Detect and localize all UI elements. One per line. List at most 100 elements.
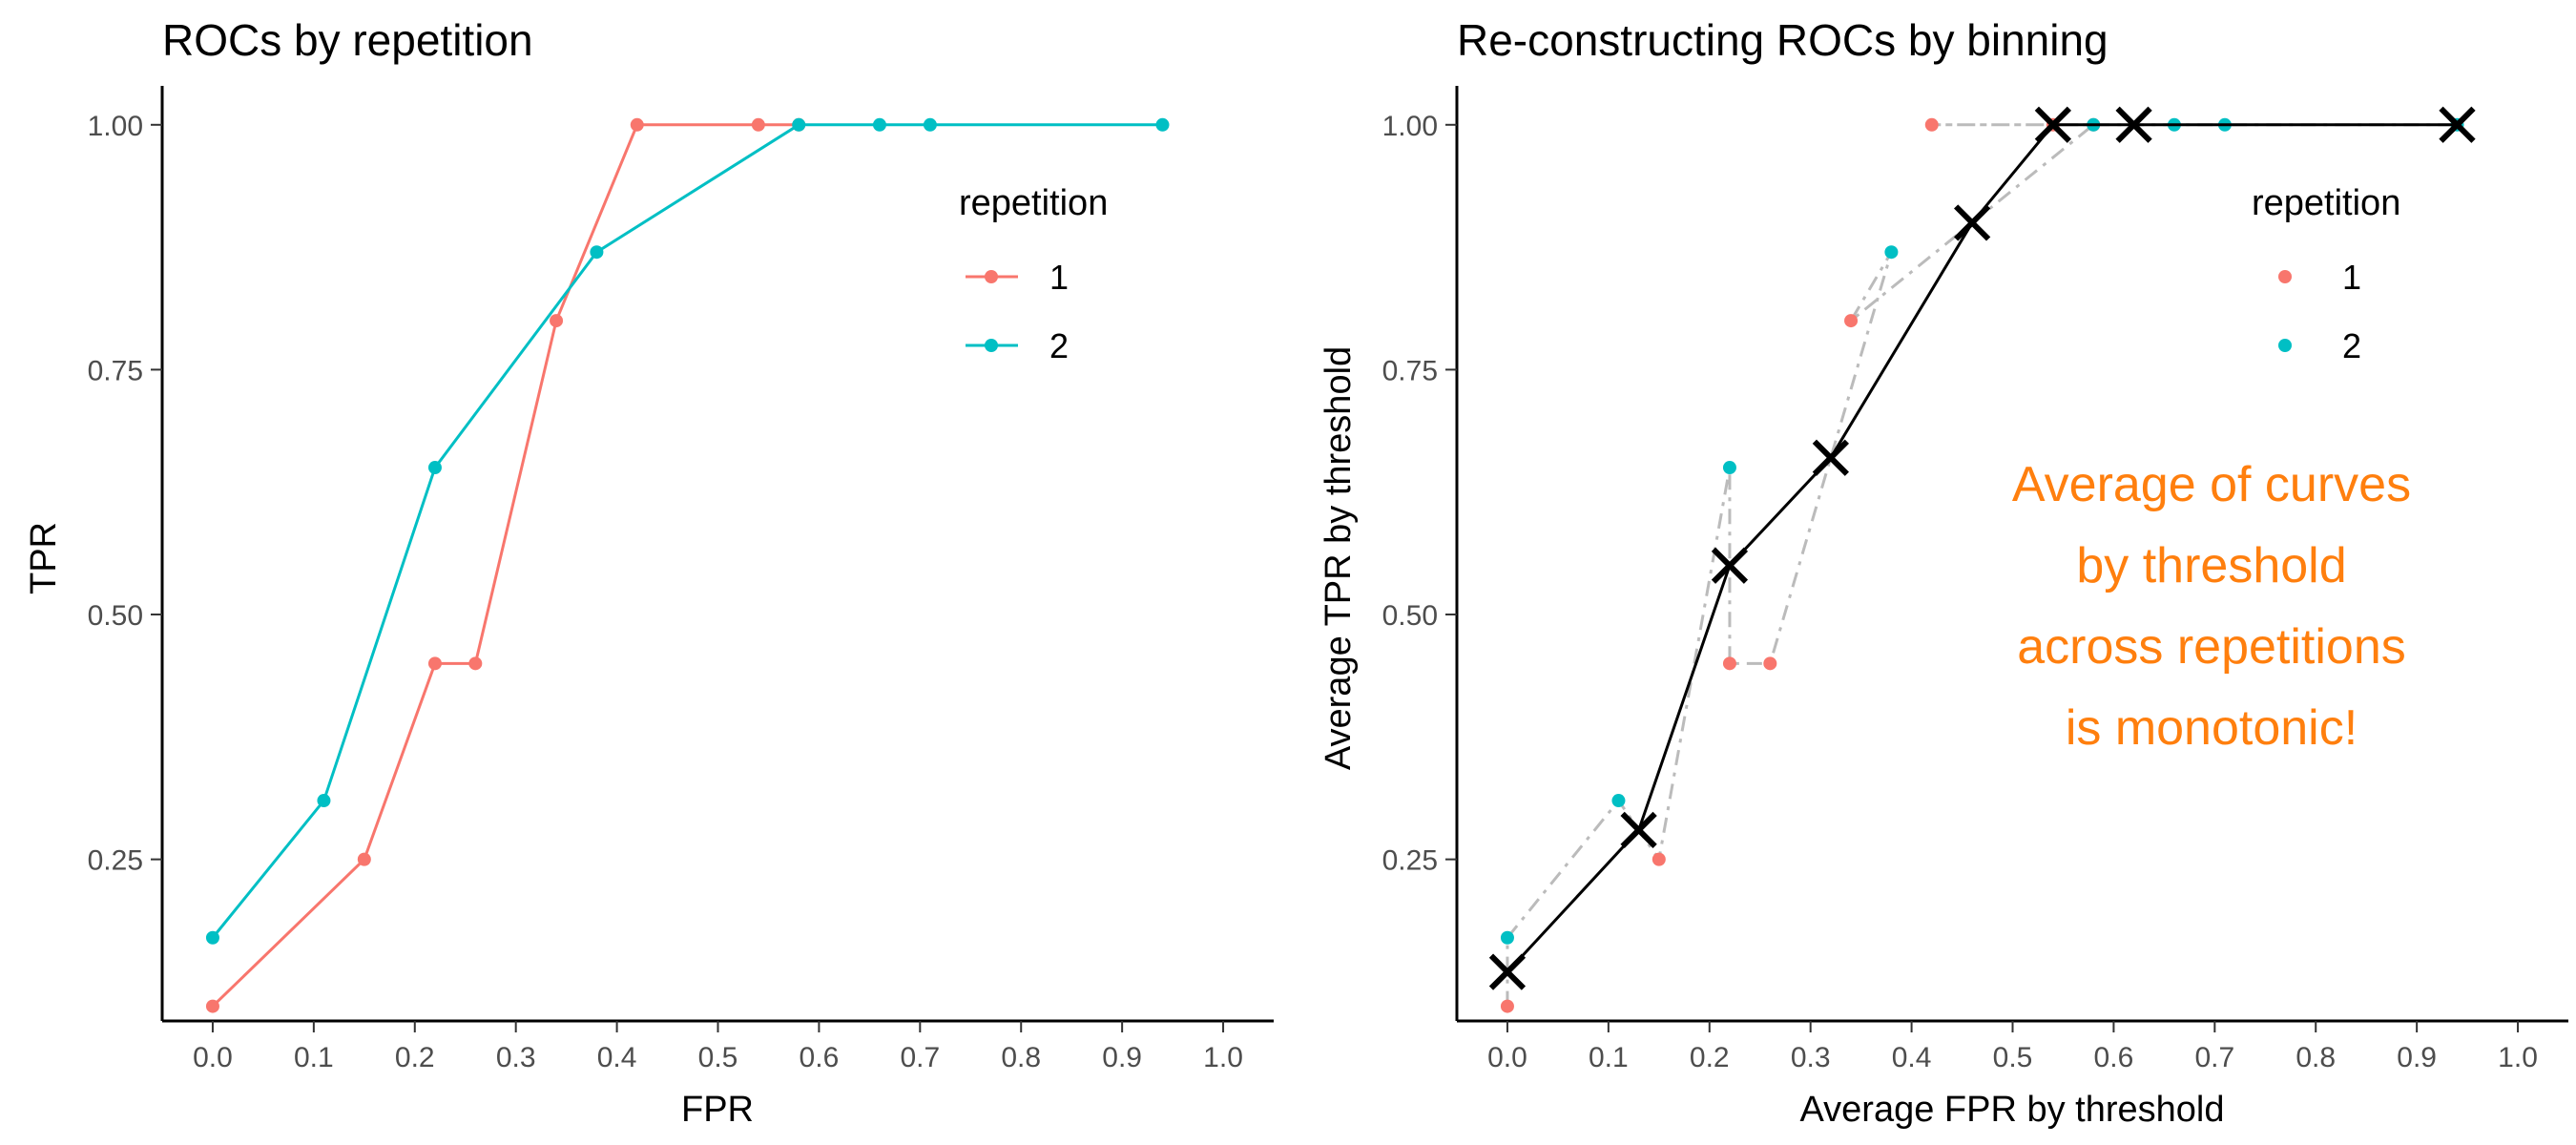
panel-right: Re-constructing ROCs by binning 0.0 0.1 0.…	[1319, 15, 2568, 1130]
x-tick-label-right-6: 0.6	[2094, 1042, 2134, 1073]
average-cross-marker-5	[2034, 106, 2071, 143]
legend-point-series-2-right	[2278, 339, 2292, 352]
average-cross-stroke-b-3	[1812, 439, 1849, 476]
legend-title-left: repetition	[959, 183, 1108, 223]
x-tick-label-left-3: 0.3	[496, 1042, 536, 1073]
series-2-point-0-right	[1500, 930, 1514, 945]
x-tick-label-right-5: 0.5	[1993, 1042, 2033, 1073]
series-1-point-0-right	[1500, 999, 1514, 1013]
average-cross-marker-4	[1954, 204, 1991, 241]
panel-left: ROCs by repetition 0.0 0.1 0.2 0.3 0.4 0.5 0.6…	[24, 15, 1274, 1130]
y-tick-label-right-2: 0.75	[1382, 355, 1438, 386]
x-tick-label-right-0: 0.0	[1487, 1042, 1527, 1073]
legend-label-series-2-right: 2	[2342, 326, 2361, 365]
x-tick-label-left-2: 0.2	[395, 1042, 435, 1073]
x-tick-label-left-8: 0.8	[1001, 1042, 1041, 1073]
x-tick-label-left-0: 0.0	[193, 1042, 233, 1073]
legend-point-series-1-left	[985, 270, 998, 283]
y-tick-label-left-0: 0.25	[88, 845, 143, 877]
series-1-point-4-right	[1844, 314, 1859, 328]
legend-label-series-1-left: 1	[1049, 258, 1069, 297]
x-tick-label-right-1: 0.1	[1589, 1042, 1629, 1073]
chart-title-left: ROCs by repetition	[162, 15, 533, 65]
average-cross-marker-2	[1711, 547, 1749, 584]
series-2-point-5-left	[872, 117, 886, 132]
average-cross-stroke-b-0	[1488, 953, 1527, 990]
x-tick-label-right-10: 1.0	[2498, 1042, 2538, 1073]
series-1-point-1-left	[357, 852, 371, 866]
average-cross-marker-6	[2115, 106, 2152, 143]
average-cross-stroke-b-1	[1620, 811, 1657, 848]
series-1-point-2-right	[1722, 656, 1736, 671]
series-2-point-3-right	[1884, 245, 1899, 260]
series-2-point-2-left	[427, 461, 442, 475]
series-1-point-5-right	[1924, 117, 1939, 132]
series-2-point-1-left	[317, 794, 331, 808]
y-tick-label-right-3: 1.00	[1382, 111, 1438, 142]
x-tick-label-right-2: 0.2	[1690, 1042, 1730, 1073]
annotation-line-1: Average of curves	[2012, 457, 2411, 512]
series-1-point-2-left	[427, 656, 442, 671]
y-tick-label-left-2: 0.75	[88, 355, 143, 386]
x-tick-label-right-7: 0.7	[2194, 1042, 2234, 1073]
average-cross-stroke-b-4	[1954, 204, 1991, 241]
x-tick-label-left-7: 0.7	[900, 1042, 940, 1073]
average-cross-marker-1	[1620, 811, 1657, 848]
x-axis-label-right: Average FPR by threshold	[1800, 1090, 2225, 1130]
average-cross-stroke-b-6	[2115, 106, 2152, 143]
series-1-point-6-left	[751, 117, 765, 132]
x-tick-label-right-9: 0.9	[2397, 1042, 2437, 1073]
x-tick-label-left-6: 0.6	[800, 1042, 840, 1073]
series-1-point-5-left	[630, 117, 644, 132]
plot-area-right: 0.0 0.1 0.2 0.3 0.4 0.5 0.6 0.7 0.8 0.9 1.0 0.25 0.5…	[1382, 86, 2568, 1073]
x-tick-label-left-4: 0.4	[597, 1042, 637, 1073]
average-cross-stroke-b-2	[1711, 547, 1749, 584]
y-tick-label-right-0: 0.25	[1382, 845, 1438, 877]
series-1-point-3-left	[468, 656, 483, 671]
chart-title-right: Re-constructing ROCs by binning	[1457, 15, 2109, 65]
y-tick-label-left-1: 0.50	[88, 600, 143, 632]
series-2-point-4-left	[792, 117, 806, 132]
series-1-point-3-right	[1763, 656, 1777, 671]
annotation-line-3: across repetitions	[2017, 619, 2406, 675]
legend-label-series-1-right: 1	[2342, 258, 2361, 297]
x-axis-label-left: FPR	[681, 1090, 754, 1130]
series-2-point-7-left	[1155, 117, 1170, 132]
plot-area-left: 0.0 0.1 0.2 0.3 0.4 0.5 0.6 0.7 0.8 0.9 1.0 0.25 0.5…	[88, 86, 1274, 1073]
y-tick-label-right-1: 0.50	[1382, 600, 1438, 632]
annotation-line-4: is monotonic!	[2066, 700, 2358, 756]
series-2-point-1-right	[1611, 794, 1626, 808]
legend-title-right: repetition	[2252, 183, 2400, 223]
legend-label-series-2-left: 2	[1049, 326, 1069, 365]
average-cross-marker-3	[1812, 439, 1849, 476]
legend-point-series-1-right	[2278, 270, 2292, 283]
series-1-point-0-left	[205, 999, 219, 1013]
x-tick-label-right-4: 0.4	[1892, 1042, 1932, 1073]
average-cross-marker-0	[1488, 953, 1527, 990]
series-line-2-left	[211, 123, 1163, 939]
average-curve-line	[1506, 123, 2458, 973]
series-2-point-3-left	[590, 245, 604, 260]
series-1-point-1-right	[1652, 852, 1666, 866]
average-cross-stroke-b-7	[2439, 106, 2476, 143]
y-tick-label-left-3: 1.00	[88, 111, 143, 142]
x-tick-label-left-5: 0.5	[698, 1042, 738, 1073]
legend-point-series-2-left	[985, 339, 998, 352]
x-tick-label-left-9: 0.9	[1102, 1042, 1142, 1073]
x-tick-label-right-8: 0.8	[2296, 1042, 2336, 1073]
legend-right: repetition 1 2	[2252, 183, 2400, 365]
dashed-average-line	[1506, 123, 2458, 1007]
y-axis-label-right: Average TPR by threshold	[1319, 346, 1359, 770]
series-2-point-2-right	[1722, 461, 1736, 475]
annotation: Average of curves by threshold across re…	[2012, 457, 2411, 756]
series-2-point-0-left	[205, 930, 219, 945]
annotation-line-2: by threshold	[2076, 538, 2346, 593]
series-line-1-left	[211, 123, 800, 1008]
series-2-point-6-left	[923, 117, 937, 132]
average-cross-marker-7	[2439, 106, 2476, 143]
series-1-point-4-left	[550, 314, 564, 328]
legend-left: repetition 1 2	[959, 183, 1108, 365]
x-tick-label-right-3: 0.3	[1791, 1042, 1831, 1073]
average-cross-stroke-b-5	[2034, 106, 2071, 143]
